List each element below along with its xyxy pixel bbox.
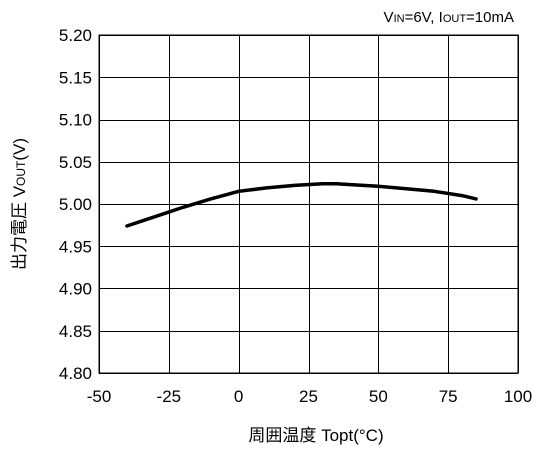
condition-v-sub: IN [394,13,405,25]
x-tick-label: 0 [234,387,243,406]
y-tick-label: 5.20 [59,26,92,45]
plot-frame [98,34,519,374]
series [125,181,478,228]
y-tick-label: 5.00 [59,195,92,214]
x-axis-title: 周囲温度 Topt(°C) [248,426,383,445]
y-axis-title-sub: OUT [14,160,28,186]
y-tick-label: 5.10 [59,111,92,130]
x-tick-label: -25 [157,387,182,406]
y-axis-title-unit: (V) [10,138,29,161]
x-tick-label: 50 [369,387,388,406]
y-tick-label: 4.80 [59,364,92,383]
condition-i-sub: OUT [443,13,467,25]
series-line [125,181,478,228]
x-tick-label: 100 [504,387,532,406]
test-condition: VIN=6V, IOUT=10mA [384,9,514,26]
condition-v-main: V [384,9,394,26]
x-tick-label: 25 [299,387,318,406]
tick-labels: -50 -25 0 25 50 75 100 4.80 4.85 4.90 4.95 5.00 5.05… [59,26,532,406]
y-axis-title: 出力電圧 VOUT(V) [10,138,29,270]
y-tick-label: 4.90 [59,280,92,299]
y-tick-label: 4.95 [59,237,92,256]
condition-i-value: =10mA [466,9,514,26]
x-tick-label: 75 [439,387,458,406]
y-tick-label: 5.05 [59,153,92,172]
x-tick-label: -50 [87,387,112,406]
y-tick-label: 4.85 [59,322,92,341]
grid-lines [99,35,519,374]
condition-v-value: =6V, [405,9,439,26]
y-tick-label: 5.15 [59,68,92,87]
y-axis-title-main: 出力電圧 V [10,185,29,270]
condition-i-main: I [439,9,443,26]
